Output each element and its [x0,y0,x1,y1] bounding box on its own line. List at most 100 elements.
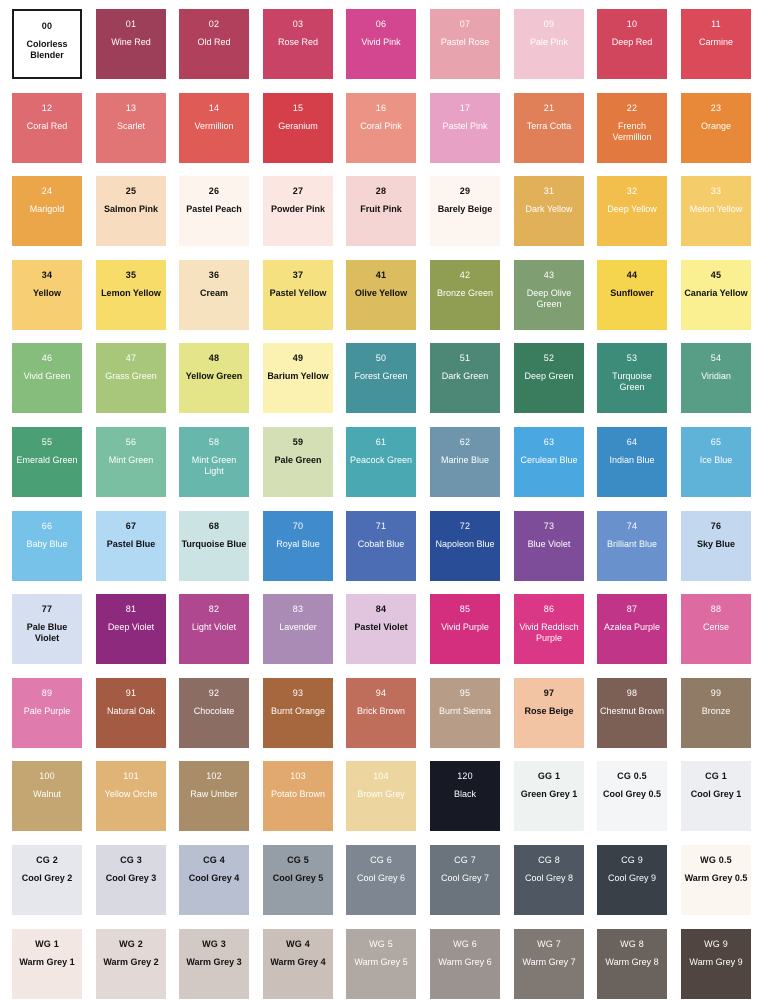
color-swatch: 36 Cream [179,260,249,330]
swatch-name: Cerise [702,622,729,632]
swatch-code: 70 [292,521,304,531]
swatch-code: 97 [543,688,555,698]
color-swatch: 55 Emerald Green [12,427,82,497]
color-swatch: 91 Natural Oak [96,678,166,748]
swatch-code: 95 [459,688,471,698]
color-swatch: 35 Lemon Yellow [96,260,166,330]
color-swatch: 104 Brown Grey [346,761,416,831]
swatch-code: CG 7 [454,855,476,865]
swatch-code: 13 [125,103,137,113]
color-swatch: 11 Carmine [681,9,751,79]
swatch-name: Cool Grey 5 [272,873,324,883]
swatch-name: Olive Yellow [354,288,408,298]
color-swatch: 81 Deep Violet [96,594,166,664]
swatch-name: Cool Grey 6 [356,873,406,883]
swatch-name: Warm Grey 5 [354,957,408,967]
swatch-name: Warm Grey 8 [605,957,659,967]
swatch-code: 54 [710,353,722,363]
swatch-name: Cool Grey 7 [440,873,490,883]
swatch-name: Cool Grey 1 [690,789,742,799]
color-swatch: GG 1 Green Grey 1 [514,761,584,831]
swatch-code: 45 [710,270,722,280]
color-swatch: 44 Sunflower [597,260,667,330]
color-swatch: CG 3 Cool Grey 3 [96,845,166,915]
color-swatch: 06 Vivid Pink [346,9,416,79]
swatch-code: 58 [208,437,220,447]
color-swatch: 07 Pastel Rose [430,9,500,79]
swatch-name: Pastel Blue [106,539,156,549]
swatch-name: Emerald Green [16,455,78,465]
swatch-name: Viridian [701,371,731,381]
color-swatch: 53 Turquoise Green [597,343,667,413]
swatch-code: 84 [375,604,387,614]
color-swatch: 65 Ice Blue [681,427,751,497]
swatch-code: 33 [710,186,722,196]
color-swatch: 59 Pale Green [263,427,333,497]
swatch-name: Warm Grey 4 [270,957,326,967]
swatch-name: Black [453,789,476,799]
swatch-code: 10 [626,19,638,29]
color-swatch: 64 Indian Blue [597,427,667,497]
color-swatch: 102 Raw Umber [179,761,249,831]
swatch-name: Vivid Purple [441,622,489,632]
swatch-name: Light Violet [191,622,237,632]
color-swatch: 47 Grass Green [96,343,166,413]
swatch-code: 07 [459,19,471,29]
color-swatch: 74 Brilliant Blue [597,511,667,581]
swatch-name: Terra Cotta [526,121,572,131]
color-swatch: 87 Azalea Purple [597,594,667,664]
swatch-code: 67 [125,521,137,531]
color-swatch: 24 Marigold [12,176,82,246]
swatch-code: 93 [292,688,304,698]
swatch-name: Turquoise Blue [181,539,247,549]
swatch-name: Marigold [29,204,65,214]
swatch-code: 49 [292,353,304,363]
swatch-name: Marine Blue [440,455,490,465]
swatch-code: 88 [710,604,722,614]
color-swatch: 13 Scarlet [96,93,166,163]
swatch-code: 74 [626,521,638,531]
swatch-name: Baby Blue [26,539,68,549]
swatch-name: Walnut [33,789,61,799]
color-swatch: 70 Royal Blue [263,511,333,581]
color-swatch: 45 Canaria Yellow [681,260,751,330]
swatch-name: Pastel Violet [354,622,408,632]
color-swatch: CG 1 Cool Grey 1 [681,761,751,831]
swatch-name: Cerulean Blue [520,455,578,465]
swatch-code: 68 [208,521,220,531]
swatch-name: Warm Grey 9 [689,957,743,967]
swatch-name: Deep Yellow [607,204,657,214]
color-swatch: 25 Salmon Pink [96,176,166,246]
swatch-name: Coral Red [26,121,68,131]
swatch-code: 15 [292,103,304,113]
color-swatch: WG 6 Warm Grey 6 [430,929,500,999]
swatch-code: 87 [626,604,638,614]
swatch-code: 29 [459,186,471,196]
swatch-code: 59 [292,437,304,447]
color-swatch: WG 2 Warm Grey 2 [96,929,166,999]
swatch-code: 65 [710,437,722,447]
swatch-code: 22 [626,103,638,113]
swatch-name: Dark Green [441,371,489,381]
swatch-name: Canaria Yellow [684,288,748,298]
swatch-name: Carmine [698,37,733,47]
swatch-code: 06 [375,19,387,29]
swatch-code: 99 [710,688,722,698]
swatch-name: Orange [700,121,732,131]
swatch-name: Raw Umber [190,789,238,799]
swatch-code: 51 [459,353,471,363]
color-swatch: 68 Turquoise Blue [179,511,249,581]
swatch-name: Rose Red [277,37,319,47]
swatch-name: Indian Blue [609,455,655,465]
color-swatch: 03 Rose Red [263,9,333,79]
swatch-code: CG 9 [621,855,643,865]
swatch-name: Geranium [278,121,318,131]
color-swatch: 10 Deep Red [597,9,667,79]
color-swatch: 14 Vermillion [179,93,249,163]
swatch-name: Royal Blue [276,539,320,549]
swatch-name: Wine Red [111,37,151,47]
color-swatch: CG 6 Cool Grey 6 [346,845,416,915]
swatch-code: 41 [375,270,387,280]
swatch-code: CG 0.5 [617,771,647,781]
color-swatch: 71 Cobalt Blue [346,511,416,581]
